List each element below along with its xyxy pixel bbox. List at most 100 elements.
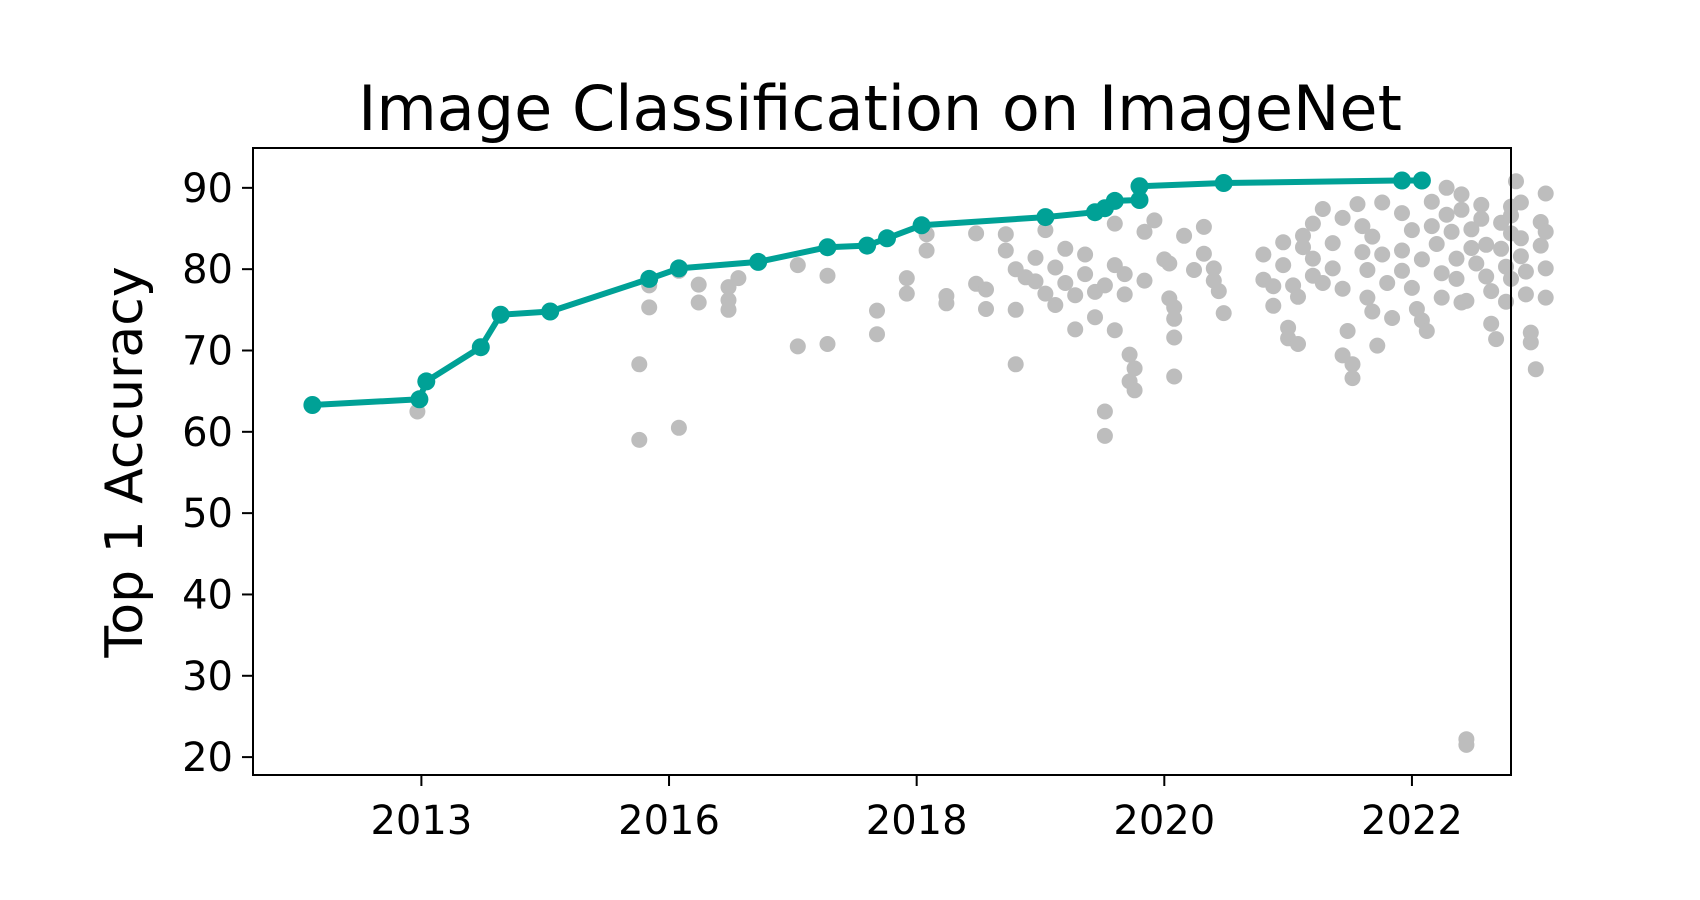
- data-point-other: [1359, 262, 1376, 278]
- data-point-other: [1265, 297, 1282, 314]
- data-point-other: [1314, 275, 1331, 291]
- data-point-other: [1349, 196, 1366, 213]
- data-point-other: [1275, 234, 1292, 251]
- sota-point: [1214, 174, 1233, 192]
- data-point-other: [1537, 223, 1554, 240]
- data-point-other: [1364, 228, 1381, 245]
- data-point-other: [1295, 239, 1311, 256]
- data-point-other: [1458, 292, 1475, 309]
- data-point-other: [789, 338, 806, 355]
- data-point-other: [1537, 260, 1554, 277]
- data-point-other: [1334, 209, 1351, 226]
- sota-line: [312, 177, 1422, 408]
- x-tick-label: 2016: [618, 798, 720, 844]
- data-point-other: [631, 356, 648, 373]
- data-point-other: [1537, 289, 1554, 306]
- data-point-other: [1512, 248, 1529, 265]
- data-point-other: [1369, 337, 1386, 354]
- data-point-other: [1176, 227, 1193, 244]
- data-point-other: [1007, 356, 1024, 373]
- data-point-other: [1463, 240, 1480, 256]
- data-point-other: [1423, 193, 1440, 210]
- data-point-other: [1186, 262, 1202, 278]
- data-point-other: [1290, 336, 1306, 352]
- sota-series-group: [303, 171, 1431, 414]
- data-point-other: [978, 281, 994, 298]
- sota-point: [749, 252, 768, 271]
- data-point-other: [1394, 262, 1410, 279]
- data-point-other: [1027, 249, 1044, 266]
- data-point-other: [1418, 323, 1435, 339]
- data-point-other: [789, 257, 806, 274]
- data-point-other: [1394, 205, 1410, 222]
- data-point-other: [898, 270, 915, 287]
- data-point-other: [1067, 287, 1084, 304]
- sota-point: [1412, 171, 1431, 190]
- data-point-other: [1195, 245, 1212, 262]
- data-point-other: [1438, 206, 1455, 223]
- sota-point: [912, 216, 931, 235]
- plot-frame: [252, 147, 1512, 776]
- data-point-other: [1047, 297, 1064, 313]
- data-point-other: [1126, 360, 1143, 377]
- data-point-other: [1136, 272, 1153, 289]
- data-point-other: [1473, 196, 1490, 213]
- data-point-other: [997, 242, 1014, 259]
- data-point-other: [730, 270, 747, 287]
- data-point-other: [1106, 322, 1123, 339]
- data-point-other: [1027, 273, 1044, 290]
- data-point-other: [1379, 275, 1396, 291]
- y-tick-label: 90: [182, 166, 233, 212]
- sota-point: [640, 269, 659, 288]
- data-point-other: [898, 285, 915, 302]
- data-point-other: [1517, 263, 1534, 280]
- data-point-other: [1517, 286, 1534, 303]
- data-point-other: [690, 276, 707, 293]
- data-point-other: [1290, 288, 1306, 305]
- data-point-other: [1210, 283, 1227, 300]
- data-point-other: [1403, 279, 1420, 296]
- data-point-other: [1433, 289, 1450, 306]
- data-point-other: [1324, 235, 1341, 252]
- data-point-other: [631, 431, 648, 448]
- data-point-other: [968, 225, 985, 242]
- data-point-other: [1096, 277, 1113, 294]
- data-point-other: [1166, 299, 1183, 316]
- data-point-other: [1096, 403, 1113, 420]
- data-point-other: [1077, 266, 1094, 283]
- sota-point: [858, 236, 877, 255]
- data-point-other: [1438, 179, 1455, 196]
- data-point-other: [1324, 260, 1341, 277]
- data-point-other: [1067, 321, 1084, 338]
- data-point-other: [1512, 230, 1529, 247]
- x-tick-label: 2013: [370, 798, 472, 844]
- data-point-other: [1413, 251, 1430, 268]
- sota-point: [1130, 191, 1149, 209]
- data-point-other: [1265, 278, 1282, 295]
- data-point-other: [869, 326, 885, 343]
- data-point-other: [1275, 257, 1292, 274]
- data-point-other: [1448, 250, 1465, 267]
- y-tick-label: 30: [182, 654, 233, 700]
- y-tick-label: 60: [182, 410, 233, 456]
- data-point-other: [1384, 310, 1401, 326]
- y-tick-label: 40: [182, 572, 233, 618]
- data-point-other: [1057, 240, 1074, 257]
- data-point-other: [1280, 319, 1297, 336]
- data-point-other: [1532, 237, 1549, 254]
- data-point-other: [1374, 194, 1391, 211]
- data-point-other: [1527, 361, 1544, 378]
- data-point-other: [938, 288, 955, 304]
- data-point-other: [1166, 329, 1183, 346]
- data-point-other: [1087, 309, 1103, 326]
- data-point-other: [1423, 218, 1440, 235]
- data-point-other: [1493, 240, 1510, 257]
- y-tick-label: 20: [182, 735, 233, 781]
- data-point-other: [1483, 283, 1500, 300]
- data-point-other: [1057, 275, 1074, 291]
- y-axis: 20 30 40 50 60 70 80 90: [182, 166, 253, 781]
- data-point-other: [1037, 222, 1054, 239]
- data-point-other: [1448, 270, 1465, 287]
- data-point-other: [1512, 194, 1529, 211]
